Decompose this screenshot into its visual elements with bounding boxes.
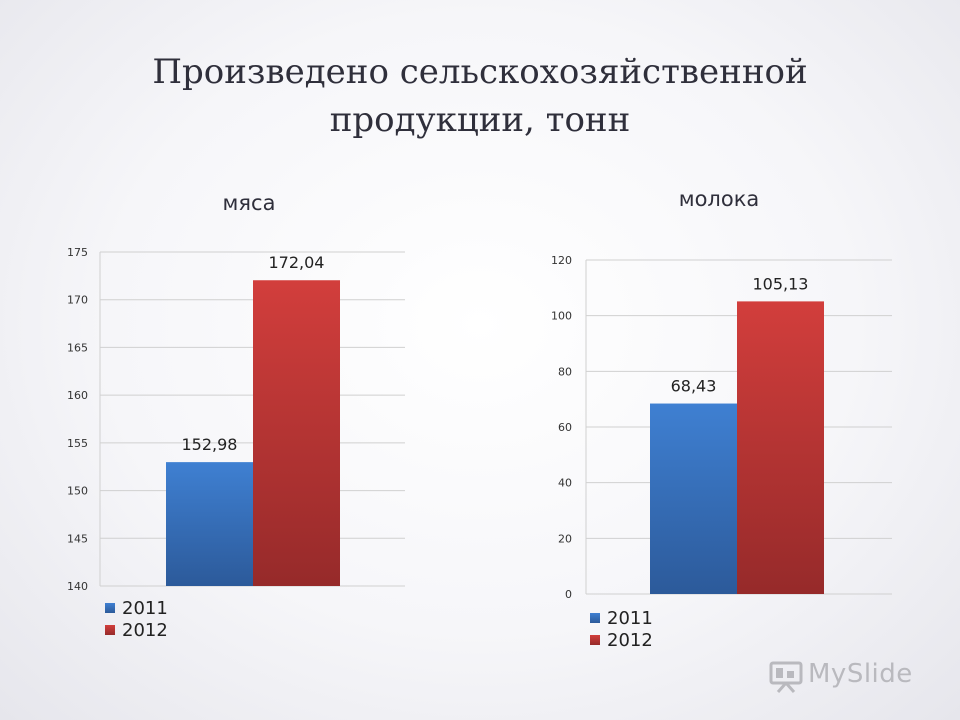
slide-title-line1: Произведено сельскохозяйственной — [152, 52, 808, 92]
chart-2-y-tick-label: 60 — [558, 421, 572, 434]
chart-2-legend-swatch-2012 — [590, 635, 600, 645]
chart-2-legend-swatch-2011 — [590, 613, 600, 623]
chart-1-y-tick-label: 140 — [67, 580, 88, 593]
chart-1-y-tick-label: 175 — [67, 246, 88, 259]
chart-1-y-tick-label: 160 — [67, 389, 88, 402]
chart-2-y-tick-label: 20 — [558, 532, 572, 545]
chart-1-bar-2011 — [166, 462, 253, 586]
chart-1-legend-label-2011: 2011 — [122, 598, 168, 619]
watermark: MySlide — [768, 656, 938, 696]
chart-2-bar-2011 — [650, 403, 737, 594]
chart-2-bar-2012 — [737, 301, 824, 594]
chart-1-legend-swatch-2011 — [105, 603, 115, 613]
chart-2-data-label-2011: 68,43 — [671, 377, 717, 396]
presentation-board-icon — [769, 661, 803, 693]
chart-2-y-tick-label: 80 — [558, 365, 572, 378]
chart-2-title: молока — [679, 187, 760, 211]
watermark-text: MySlide — [808, 659, 913, 689]
chart-2-y-tick-label: 0 — [565, 588, 572, 601]
chart-1-y-tick-label: 145 — [67, 532, 88, 545]
chart-2-y-tick-label: 100 — [551, 310, 572, 323]
chart-1-legend-swatch-2012 — [105, 625, 115, 635]
chart-2-legend-label-2012: 2012 — [607, 630, 653, 651]
chart-1-y-tick-label: 165 — [67, 341, 88, 354]
chart-1-legend-label-2012: 2012 — [122, 620, 168, 641]
chart-1-data-label-2011: 152,98 — [182, 435, 238, 454]
chart-1-y-tick-label: 150 — [67, 485, 88, 498]
chart-2-data-label-2012: 105,13 — [753, 274, 809, 293]
chart-1-y-tick-label: 155 — [67, 437, 88, 450]
chart-1-title: мяса — [223, 191, 276, 215]
slide-title: Произведено сельскохозяйственной продукц… — [80, 48, 880, 144]
chart-1-y-tick-label: 170 — [67, 294, 88, 307]
chart-2-y-tick-label: 120 — [551, 254, 572, 267]
chart-1-data-label-2012: 172,04 — [269, 253, 325, 272]
slide-title-line2: продукции, тонн — [329, 100, 631, 140]
chart-1-bar-2012 — [253, 280, 340, 586]
chart-2-legend-label-2011: 2011 — [607, 608, 653, 629]
chart-2-y-tick-label: 40 — [558, 477, 572, 490]
